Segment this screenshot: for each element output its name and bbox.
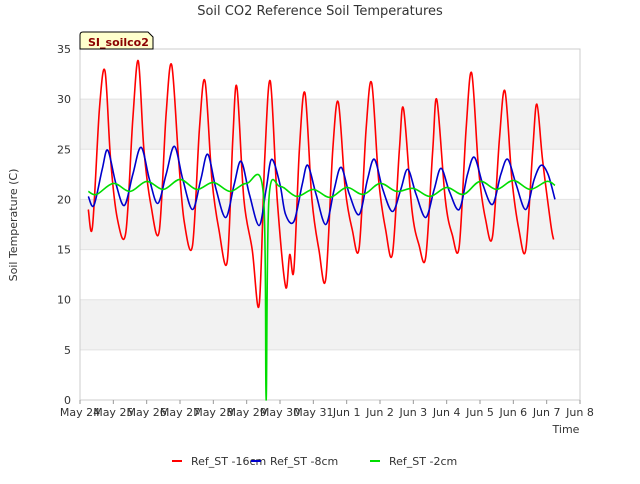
x-tick-label: May 31 [293,406,333,419]
x-tick-label: May 29 [227,406,267,419]
x-tick-label: Jun 2 [365,406,394,419]
series-line-ref-st-16cm [87,59,555,309]
x-tick-label: Jun 3 [398,406,427,419]
series-line-ref-st-2cm [87,173,556,401]
y-axis: 0 5 10 15 20 25 30 35 [57,43,71,407]
x-tick-label: May 27 [160,406,200,419]
x-tick-label: Jun 1 [332,406,361,419]
series-lines [87,59,556,401]
x-tick-label: May 30 [260,406,300,419]
x-tick-label: Jun 4 [432,406,461,419]
legend-label-ref-st-2cm: Ref_ST -2cm [389,455,457,468]
legend: Ref_ST -16cm Ref_ST -8cm Ref_ST -2cm [172,455,457,468]
background-band [80,299,580,350]
y-axis-title: Soil Temperature (C) [7,169,20,282]
chart-title: Soil CO2 Reference Soil Temperatures [197,4,443,19]
site-badge: SI_soilco2 [79,31,154,50]
x-tick-label: Jun 7 [532,406,561,419]
y-tick-label: 10 [57,294,71,307]
y-tick-label: 25 [57,143,71,156]
x-tick-label: Jun 5 [465,406,494,419]
legend-label-ref-st-8cm: Ref_ST -8cm [270,455,338,468]
plot-area [79,48,581,401]
background-band [80,99,580,150]
series-line-ref-st-8cm [87,145,556,227]
y-tick-label: 30 [57,93,71,106]
y-tick-label: 15 [57,244,71,257]
y-tick-label: 0 [64,394,71,407]
x-tick-label: May 24 [60,406,100,419]
legend-label-ref-st-16cm: Ref_ST -16cm [191,455,266,468]
y-tick-label: 20 [57,193,71,206]
x-tick-label: Jun 8 [565,406,594,419]
y-tick-label: 5 [64,344,71,357]
x-tick-label: May 26 [127,406,167,419]
badge-label: SI_soilco2 [88,36,149,49]
x-tick-label: May 25 [93,406,133,419]
x-tick-label: May 28 [193,406,233,419]
x-axis-title: Time [552,423,580,436]
y-tick-label: 35 [57,43,71,56]
x-tick-label: Jun 6 [498,406,527,419]
badge-box [79,31,154,50]
